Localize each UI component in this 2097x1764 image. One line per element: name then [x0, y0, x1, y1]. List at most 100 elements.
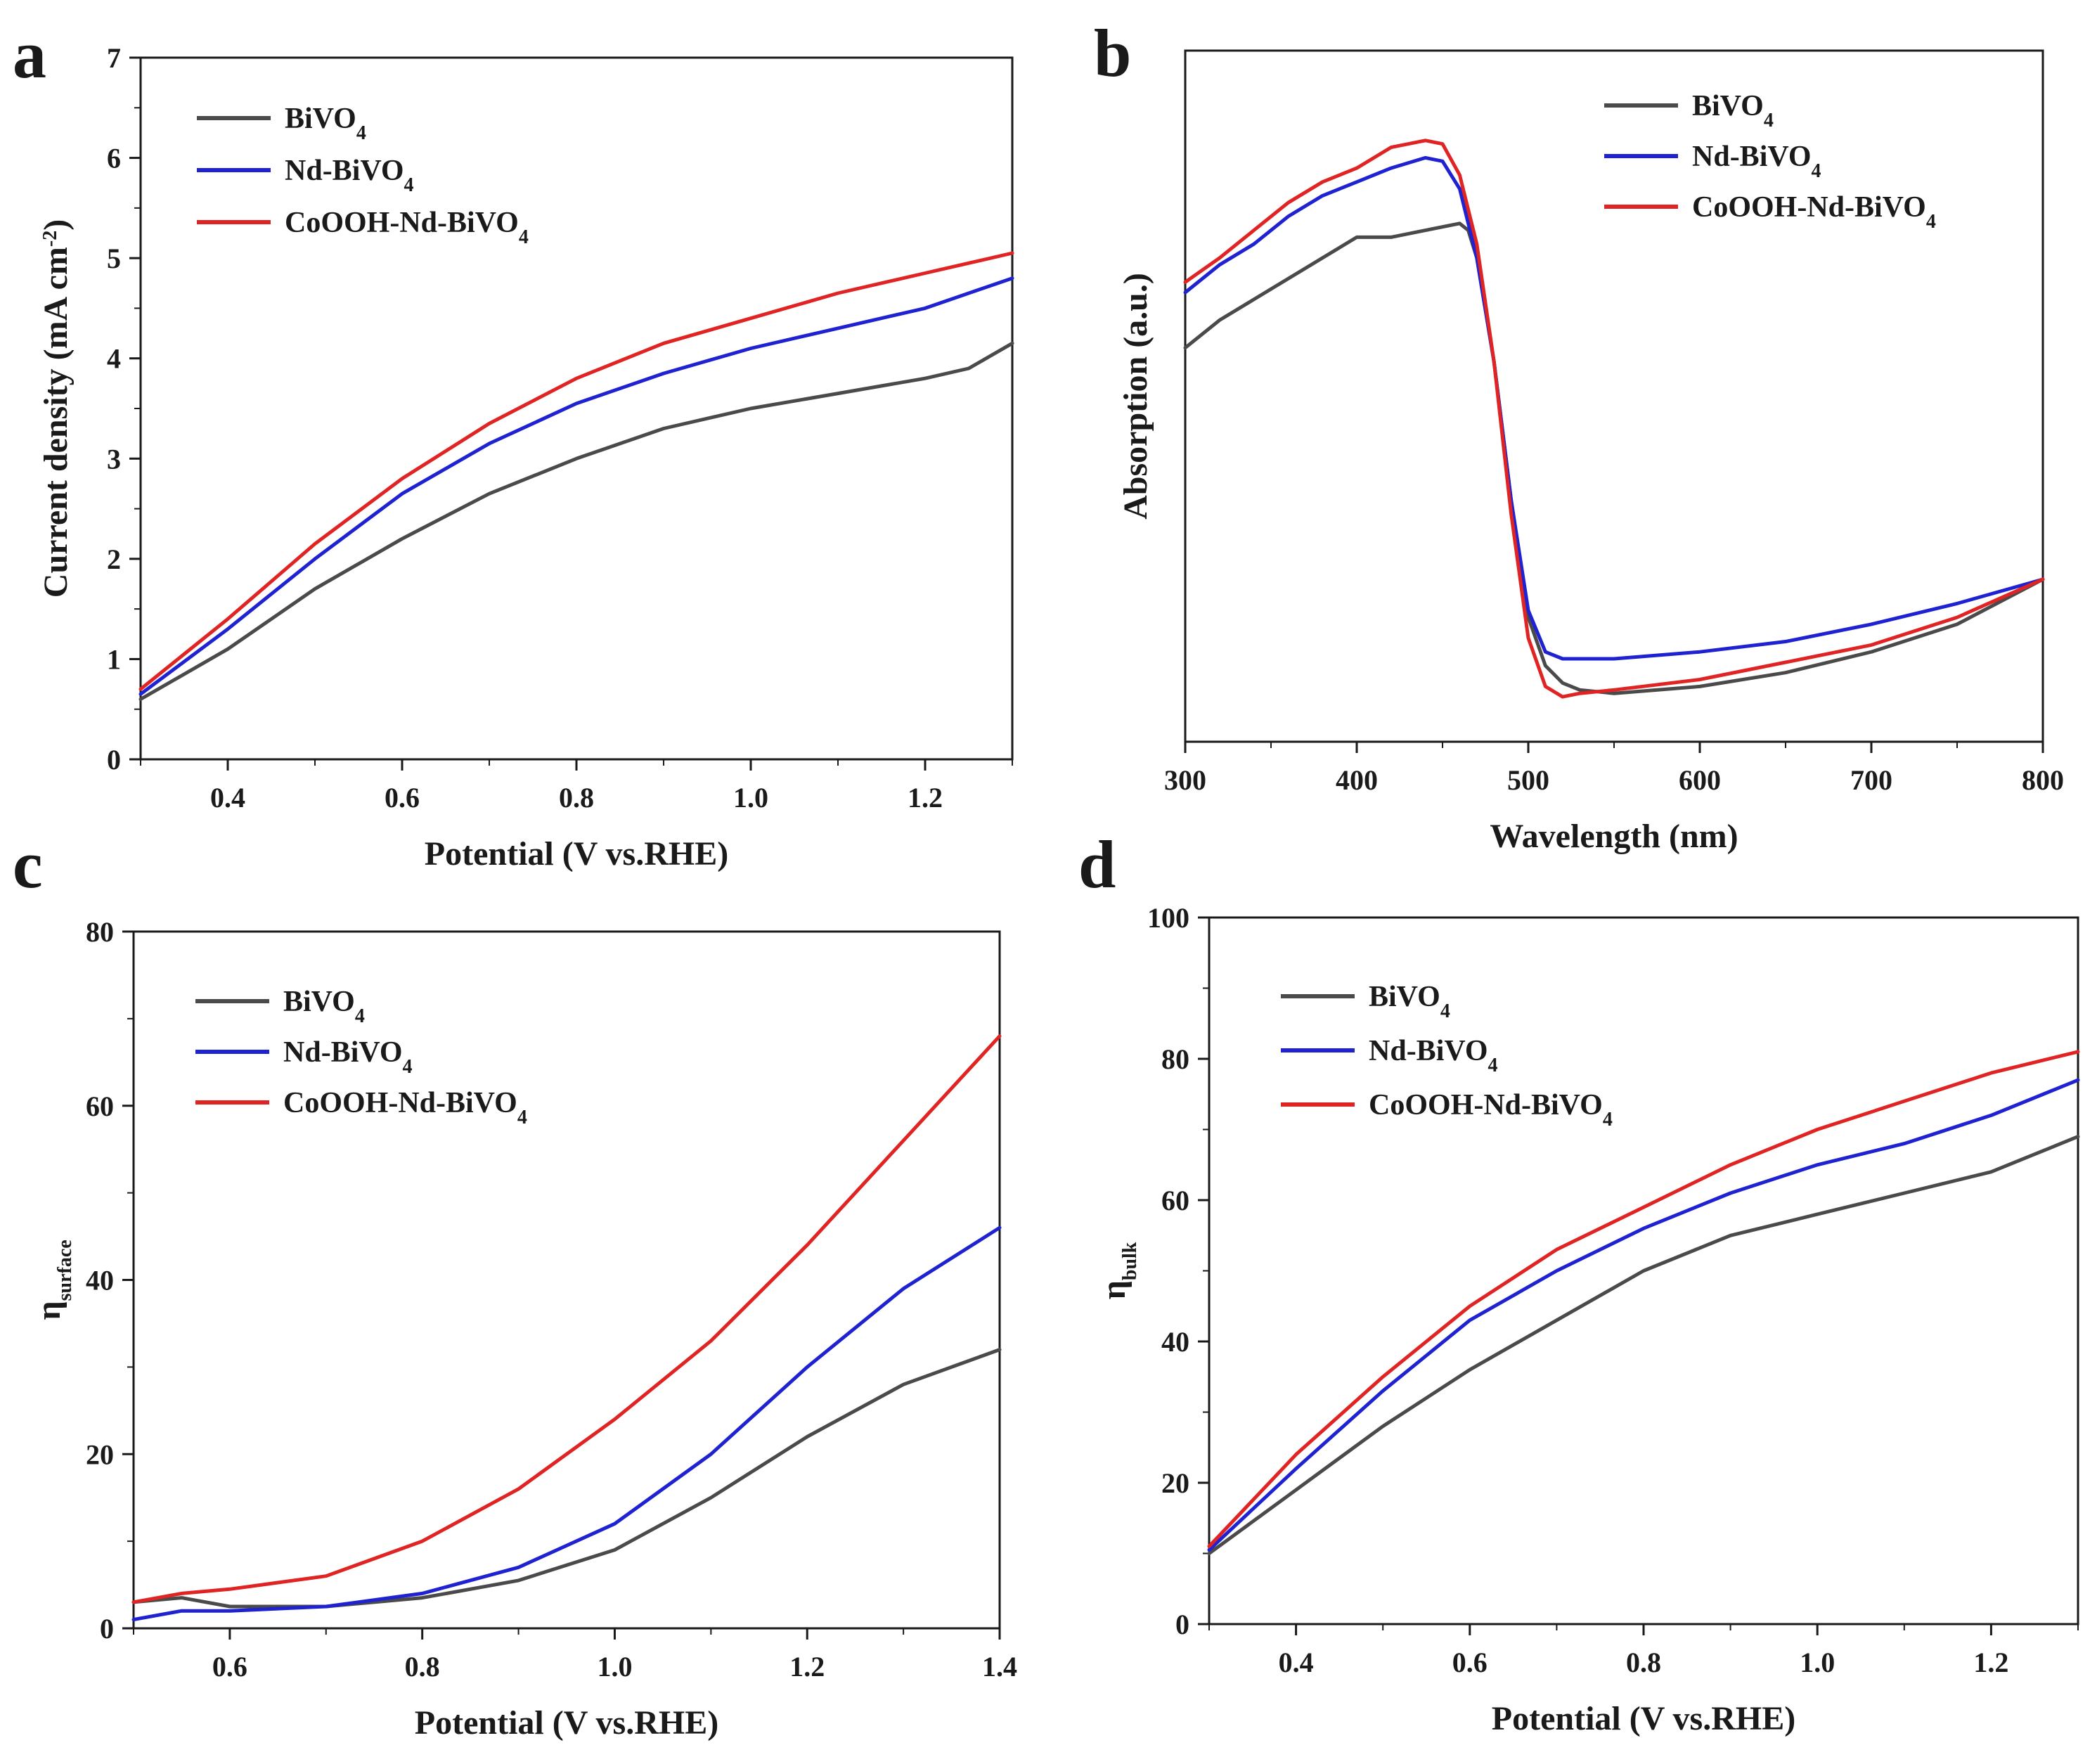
series-line-1 [131, 1225, 1002, 1622]
x-axis-title: Wavelength (nm) [1490, 818, 1738, 855]
x-tick-label: 0.6 [212, 1651, 247, 1682]
legend-label-0-part-0: BiVO [1369, 981, 1440, 1013]
legend-label-1-part-0: Nd-BiVO [283, 1036, 403, 1069]
legend-label-1-part-1: 4 [403, 1056, 413, 1078]
y-axis-title-part-0: Absorption (a.u.) [1117, 273, 1154, 520]
panel-a: a 0.4 0.6 0.8 1.0 1.2 0 1 2 3 4 5 6 7 Potential (V vs.… [13, 17, 1014, 873]
x-tick-label: 600 [1679, 764, 1721, 796]
legend-label-2: CoOOH-Nd-BiVO4 [283, 1087, 527, 1128]
y-axis-title-part-1: -2 [39, 231, 61, 247]
y-tick-label: 40 [86, 1265, 114, 1296]
panel-c: c 0.6 0.8 1.0 1.2 1.4 0 20 40 60 80 Potential (V vs… [13, 827, 1017, 1742]
y-tick-label: 60 [86, 1090, 114, 1122]
legend-label-1: Nd-BiVO4 [1369, 1035, 1498, 1076]
panel-letter-c: c [13, 827, 43, 902]
legend-label-0-part-0: BiVO [1692, 90, 1764, 122]
series-line-1 [1183, 155, 2045, 661]
series-line-2 [138, 251, 1014, 691]
y-axis-title-part-1: bulk [1119, 1242, 1141, 1280]
legend-label-0-part-1: 4 [1440, 1000, 1450, 1022]
legend-label-0: BiVO4 [285, 103, 366, 144]
x-tick-label: 1.0 [733, 782, 768, 813]
y-axis-title: ηbulk [1095, 1242, 1141, 1299]
legend-label-2-part-0: CoOOH-Nd-BiVO [283, 1087, 517, 1119]
y-tick-label: 6 [107, 143, 121, 174]
legend-label-2: CoOOH-Nd-BiVO4 [1692, 191, 1936, 233]
panel-b: b 300 400 500 600 700 800 Wavelength (nm) Absorp… [1094, 15, 2064, 855]
legend-label-0-part-1: 4 [1764, 110, 1774, 131]
legend-label-2-part-0: CoOOH-Nd-BiVO [285, 207, 519, 239]
x-tick-label: 0.8 [405, 1651, 440, 1682]
x-tick-label: 800 [2022, 764, 2064, 796]
legend-label-1-part-0: Nd-BiVO [285, 155, 404, 187]
panel-letter-d: d [1078, 827, 1116, 902]
x-tick-label: 0.4 [210, 782, 245, 813]
legend-label-0: BiVO4 [1369, 981, 1450, 1022]
legend-label-0-part-1: 4 [355, 1005, 365, 1027]
y-tick-label: 100 [1147, 902, 1189, 934]
legend-label-2-part-1: 4 [1926, 211, 1936, 233]
y-axis-title-part-0: Current density (mA cm [37, 247, 75, 598]
legend-label-1-part-1: 4 [1812, 160, 1821, 182]
y-tick-label: 0 [107, 744, 121, 775]
legend-label-1-part-0: Nd-BiVO [1369, 1035, 1488, 1067]
y-tick-label: 4 [107, 343, 121, 375]
x-tick-label: 1.0 [1800, 1647, 1835, 1678]
y-axis-title: ηsurface [30, 1240, 76, 1320]
x-tick-label: 0.8 [1626, 1647, 1661, 1678]
series-line-0 [138, 341, 1014, 701]
y-tick-label: 1 [107, 643, 121, 675]
plot-frame [132, 930, 1001, 1630]
series-line-1 [138, 276, 1014, 696]
legend-label-1-part-1: 4 [404, 174, 414, 196]
legend-label-2-part-1: 4 [1603, 1109, 1613, 1131]
y-tick-label: 60 [1161, 1185, 1189, 1216]
y-tick-label: 40 [1161, 1326, 1189, 1358]
plot-frame [139, 56, 1014, 761]
y-tick-label: 0 [1175, 1609, 1189, 1640]
legend-label-2-part-1: 4 [517, 1107, 527, 1128]
x-tick-label: 1.0 [597, 1651, 632, 1682]
x-tick-label: 0.8 [559, 782, 594, 813]
series-line-0 [1183, 221, 2045, 695]
legend-label-1: Nd-BiVO4 [283, 1036, 413, 1078]
x-tick-label: 0.4 [1279, 1647, 1314, 1678]
legend-label-0-part-0: BiVO [283, 986, 355, 1018]
x-tick-label: 1.2 [908, 782, 943, 813]
y-tick-label: 0 [100, 1613, 114, 1644]
legend-label-0-part-0: BiVO [285, 103, 356, 135]
x-tick-label: 0.6 [385, 782, 420, 813]
y-axis-title: Current density (mA cm-2) [37, 219, 75, 598]
y-tick-label: 20 [86, 1438, 114, 1470]
x-tick-label: 1.2 [789, 1651, 825, 1682]
x-tick-label: 1.4 [982, 1651, 1017, 1682]
legend-label-2-part-0: CoOOH-Nd-BiVO [1369, 1089, 1603, 1121]
y-tick-label: 20 [1161, 1467, 1189, 1499]
legend-label-2: CoOOH-Nd-BiVO4 [1369, 1089, 1613, 1131]
x-axis-title: Potential (V vs.RHE) [415, 1704, 718, 1742]
legend-label-1-part-1: 4 [1488, 1055, 1498, 1076]
series-line-2 [131, 1034, 1002, 1604]
x-axis-title: Potential (V vs.RHE) [1492, 1700, 1795, 1737]
legend-label-0-part-1: 4 [356, 122, 366, 144]
y-tick-label: 7 [107, 42, 121, 74]
y-tick-label: 2 [107, 543, 121, 575]
y-axis-title-part-1: surface [54, 1240, 76, 1301]
x-tick-label: 500 [1507, 764, 1549, 796]
y-tick-label: 80 [1161, 1043, 1189, 1075]
x-tick-label: 1.2 [1973, 1647, 2008, 1678]
legend-label-1: Nd-BiVO4 [1692, 141, 1821, 182]
y-axis-title-part-0: η [30, 1301, 67, 1320]
series-line-0 [131, 1348, 1002, 1609]
series-line-1 [1207, 1078, 2080, 1552]
x-axis-title: Potential (V vs.RHE) [425, 835, 728, 873]
legend-label-0: BiVO4 [283, 986, 365, 1027]
legend-label-1: Nd-BiVO4 [285, 155, 414, 196]
series-line-2 [1207, 1050, 2080, 1548]
legend-label-2-part-0: CoOOH-Nd-BiVO [1692, 191, 1926, 224]
legend-label-2-part-1: 4 [519, 226, 529, 248]
x-tick-label: 300 [1164, 764, 1206, 796]
series-line-2 [1183, 139, 2045, 699]
y-axis-title-part-0: η [1095, 1280, 1133, 1299]
